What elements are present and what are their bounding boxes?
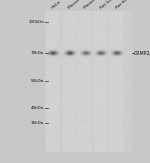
Text: 35kDa: 35kDa bbox=[31, 121, 44, 125]
Text: 70kDa: 70kDa bbox=[31, 51, 44, 55]
Text: CRMP2/DPYSL2: CRMP2/DPYSL2 bbox=[134, 51, 150, 55]
Text: 100kDa: 100kDa bbox=[28, 20, 44, 24]
Text: Rat lung: Rat lung bbox=[99, 0, 116, 10]
Text: Mouse heart: Mouse heart bbox=[83, 0, 107, 10]
Text: 40kDa: 40kDa bbox=[31, 106, 44, 110]
Text: HeLa: HeLa bbox=[51, 0, 62, 10]
Text: Rat heart: Rat heart bbox=[115, 0, 133, 10]
Text: Mouse lung: Mouse lung bbox=[68, 0, 90, 10]
Text: 50kDa: 50kDa bbox=[31, 79, 44, 83]
